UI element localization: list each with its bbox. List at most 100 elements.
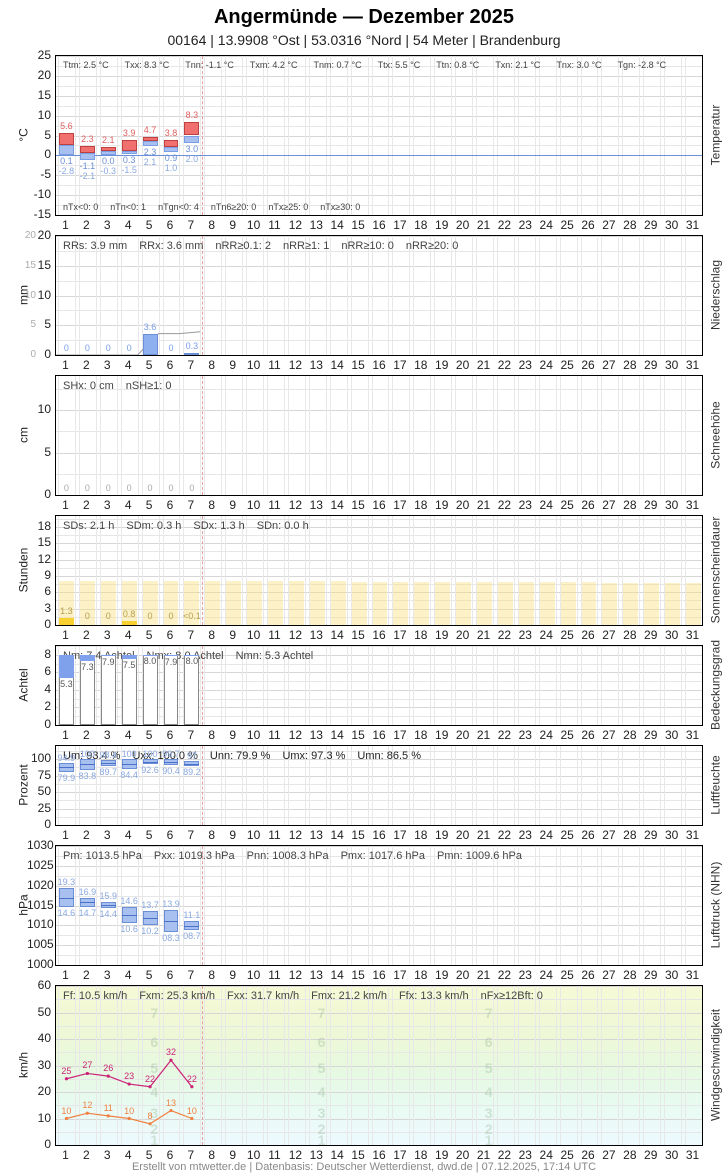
snow-stats: SHx: 0 cm nSH≥1: 0: [63, 380, 184, 392]
temperature-ytick: 20: [37, 67, 51, 82]
temp-bar-lower: [79, 153, 95, 160]
x-tick: 4: [124, 828, 132, 842]
grid-line-v: [513, 986, 515, 1145]
x-tick: 9: [229, 498, 237, 512]
stat-item: Umx: 97.3 %: [282, 750, 346, 762]
stat-item: Pmn: 1009.6 hPa: [436, 850, 522, 862]
x-tick: 4: [124, 968, 132, 982]
x-tick: 17: [393, 968, 407, 982]
x-tick: 15: [351, 358, 365, 372]
x-tick: 12: [288, 498, 303, 512]
grid-line-v: [329, 646, 331, 725]
x-tick: 26: [581, 628, 595, 642]
grid-line-v: [555, 376, 557, 495]
grid-line-v: [388, 376, 390, 495]
x-tick: 27: [602, 498, 616, 512]
grid-line-v: [225, 846, 227, 965]
grid-line-v: [225, 376, 227, 495]
grid-line-h: [56, 885, 702, 887]
tmax-label: 2.3: [81, 134, 94, 145]
grid-line-v: [329, 516, 331, 625]
precipitation-ytick: 10: [37, 287, 51, 302]
beaufort-label: 5: [317, 1060, 326, 1077]
grid-line-v: [664, 516, 666, 625]
grid-line-h: [56, 1039, 702, 1040]
grid-line-v: [681, 376, 683, 495]
grid-line-v: [350, 986, 352, 1145]
grid-line-v: [702, 56, 703, 215]
sunshine-ytick: 18: [37, 518, 51, 533]
grid-line-v: [95, 746, 97, 825]
grid-line-v: [392, 846, 394, 965]
x-tick: 5: [145, 628, 153, 642]
gust-label: 23: [124, 1071, 135, 1082]
grid-line-v: [263, 846, 265, 965]
grid-line-h: [56, 543, 702, 545]
sunshine-label: 0: [84, 611, 90, 622]
pressure-ytick: 1015: [27, 897, 54, 912]
x-tick: 25: [560, 1148, 574, 1162]
grid-line-v: [685, 746, 687, 825]
cloud-ytick: 2: [44, 699, 51, 714]
grid-line-v: [409, 646, 411, 725]
grid-line-v: [99, 746, 101, 825]
x-tick: 29: [644, 358, 658, 372]
x-tick: 23: [518, 1148, 532, 1162]
grid-line-v: [559, 846, 561, 965]
x-tick: 20: [455, 358, 470, 372]
grid-line-v: [534, 646, 536, 725]
grid-line-v: [116, 376, 118, 495]
possible-sunshine-bar: [623, 582, 639, 625]
tmin-label: 0.3: [122, 155, 136, 166]
grid-line-v: [538, 516, 540, 625]
grid-line-v: [283, 986, 285, 1145]
x-tick: 20: [455, 498, 470, 512]
x-tick: 12: [288, 1148, 303, 1162]
temperature-stats: Ttm: 2.5 °C Txx: 8.3 °C Tnn: -1.1 °C Txm: 4…: [63, 60, 682, 70]
stat-item: Tnn: -1.1 °C: [185, 60, 234, 70]
grid-line-v: [204, 376, 206, 495]
stat-item: SDx: 1.3 h: [193, 520, 245, 532]
x-tick: 25: [560, 828, 574, 842]
grid-line-v: [580, 56, 582, 215]
beaufort-label: 6: [150, 1033, 159, 1050]
tmax-label: 2.1: [101, 135, 115, 146]
grid-line-v: [283, 236, 285, 355]
x-tick: 14: [330, 628, 344, 642]
stat-item: Tnx: 3.0 °C: [556, 60, 602, 70]
x-tick: 21: [476, 218, 491, 232]
grid-line-v: [534, 846, 536, 965]
grid-line-v: [576, 236, 578, 355]
precip-secondary-tick: 10: [24, 289, 36, 301]
grid-line-v: [413, 646, 415, 725]
x-tick: 31: [685, 628, 700, 642]
grid-line-v: [476, 236, 478, 355]
x-tick: 3: [103, 358, 111, 372]
precip-label: 0: [126, 343, 132, 353]
grid-line-v: [472, 846, 474, 965]
grid-line-v: [664, 746, 666, 825]
x-tick: 3: [103, 1148, 111, 1162]
beaufort-label: 2: [150, 1121, 159, 1138]
grid-line-v: [267, 746, 269, 825]
x-tick: 7: [187, 498, 195, 512]
grid-line-v: [242, 376, 244, 495]
pressure-ytick: 1030: [27, 838, 54, 852]
possible-sunshine-bar: [288, 581, 304, 625]
grid-line-v: [409, 746, 411, 825]
grid-line-v: [225, 56, 227, 215]
grid-line-v: [576, 376, 578, 495]
grid-line-v: [137, 746, 139, 825]
x-tick: 19: [435, 1148, 449, 1162]
possible-sunshine-bar: [309, 581, 325, 625]
grid-line-v: [183, 376, 185, 495]
x-tick: 21: [476, 358, 491, 372]
humidity-ytick: 100: [30, 751, 51, 766]
grid-line-v: [367, 846, 369, 965]
grid-line-v: [58, 846, 59, 965]
grid-line-v: [99, 646, 101, 725]
tmin-label: 2.3: [143, 147, 157, 158]
stat-item: nRR≥1: 1: [282, 240, 330, 252]
snow-chart: SHx: 0 cm nSH≥1: 0 0 0 0 0 0 0 0: [55, 375, 703, 496]
grid-line-h: [56, 654, 702, 656]
